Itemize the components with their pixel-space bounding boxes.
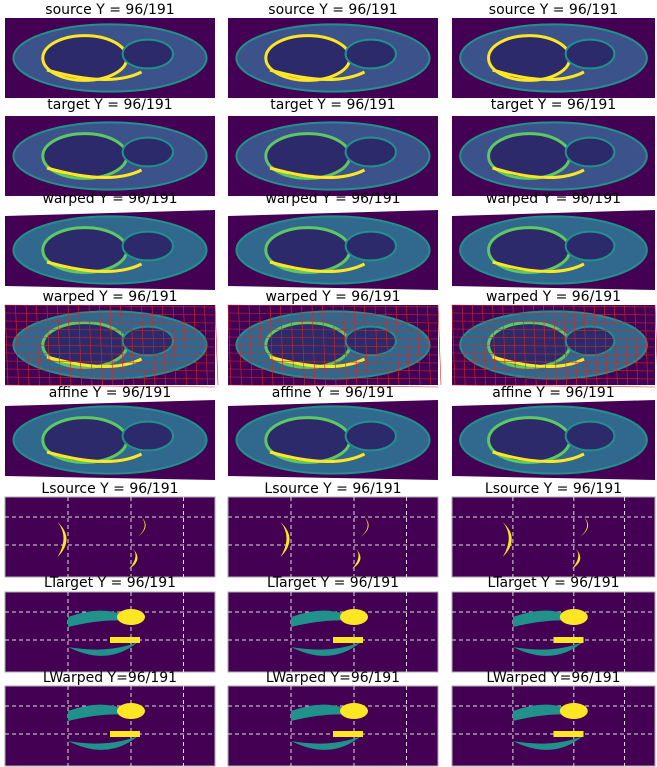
panel-image [228, 18, 438, 98]
image-background [228, 497, 438, 577]
panel-image [452, 18, 655, 98]
label-mask [117, 703, 145, 719]
panel-image [452, 686, 655, 766]
image-background [452, 592, 655, 672]
anatomy [346, 327, 396, 356]
panel-title: warped Y = 96/191 [486, 289, 621, 305]
label-mask [117, 609, 145, 625]
panel-image [452, 497, 655, 577]
panel-image [452, 400, 655, 480]
panel-image [228, 116, 438, 196]
panel-title: LTarget Y = 96/191 [267, 575, 399, 591]
anatomy [566, 327, 615, 356]
label-mask [560, 609, 588, 625]
panel-image [228, 400, 438, 480]
panel-image [5, 497, 215, 577]
panel-image [452, 116, 655, 196]
label-mask [340, 609, 368, 625]
panel-title: affine Y = 96/191 [49, 385, 172, 401]
panel-title: source Y = 96/191 [489, 2, 618, 18]
panel-image [5, 400, 215, 480]
panel-title: affine Y = 96/191 [272, 385, 395, 401]
anatomy [346, 138, 396, 167]
panel-image [5, 686, 215, 766]
anatomy [346, 422, 396, 451]
anatomy [123, 232, 173, 261]
panel-title: LWarped Y=96/191 [266, 670, 400, 686]
panel-title: warped Y = 96/191 [265, 289, 400, 305]
deform-grid [438, 305, 441, 385]
label-mask [554, 637, 584, 643]
panel-title: warped Y = 96/191 [42, 191, 177, 207]
anatomy [346, 40, 396, 69]
panel-title: LWarped Y=96/191 [43, 670, 177, 686]
panel-image [5, 18, 215, 98]
panel-image [5, 210, 215, 290]
panel-image [228, 592, 438, 672]
anatomy [346, 232, 396, 261]
image-background [5, 686, 215, 766]
image-background [5, 592, 215, 672]
anatomy [123, 138, 173, 167]
label-mask [333, 731, 363, 737]
panel-title: LTarget Y = 96/191 [487, 575, 619, 591]
panel-title: Lsource Y = 96/191 [264, 481, 401, 497]
panel-image [228, 497, 438, 577]
image-background [452, 686, 655, 766]
deform-grid [215, 305, 218, 385]
label-mask [333, 637, 363, 643]
image-background [5, 497, 215, 577]
anatomy [123, 40, 173, 69]
panel-image [452, 592, 655, 672]
panel-image [228, 210, 438, 290]
panel-title: source Y = 96/191 [45, 2, 174, 18]
anatomy [566, 40, 615, 69]
panel-image [228, 686, 438, 766]
label-mask [340, 703, 368, 719]
panel-title: LTarget Y = 96/191 [44, 575, 176, 591]
image-background [228, 592, 438, 672]
label-mask [554, 731, 584, 737]
panel-image [5, 116, 215, 196]
panel-image [452, 210, 655, 290]
figure: source Y = 96/191 source Y = 96/191 source… [0, 0, 657, 767]
panel-title: affine Y = 96/191 [492, 385, 615, 401]
panel-title: target Y = 96/191 [491, 97, 616, 113]
anatomy [566, 232, 615, 261]
panel-title: LWarped Y=96/191 [486, 670, 620, 686]
panel-image [228, 305, 441, 387]
panel-title: Lsource Y = 96/191 [485, 481, 622, 497]
panel-title: warped Y = 96/191 [265, 191, 400, 207]
anatomy [566, 422, 615, 451]
label-mask [110, 637, 140, 643]
image-background [452, 497, 655, 577]
image-background [228, 686, 438, 766]
panel-image [5, 305, 218, 387]
panel-title: warped Y = 96/191 [42, 289, 177, 305]
panel-title: target Y = 96/191 [47, 97, 172, 113]
panel-title: Lsource Y = 96/191 [41, 481, 178, 497]
anatomy [123, 422, 173, 451]
anatomy [566, 138, 615, 167]
label-mask [560, 703, 588, 719]
panel-image [5, 592, 215, 672]
panel-title: target Y = 96/191 [270, 97, 395, 113]
panel-title: warped Y = 96/191 [486, 191, 621, 207]
label-mask [110, 731, 140, 737]
anatomy [123, 327, 173, 356]
panel-title: source Y = 96/191 [268, 2, 397, 18]
panel-image [452, 305, 657, 387]
